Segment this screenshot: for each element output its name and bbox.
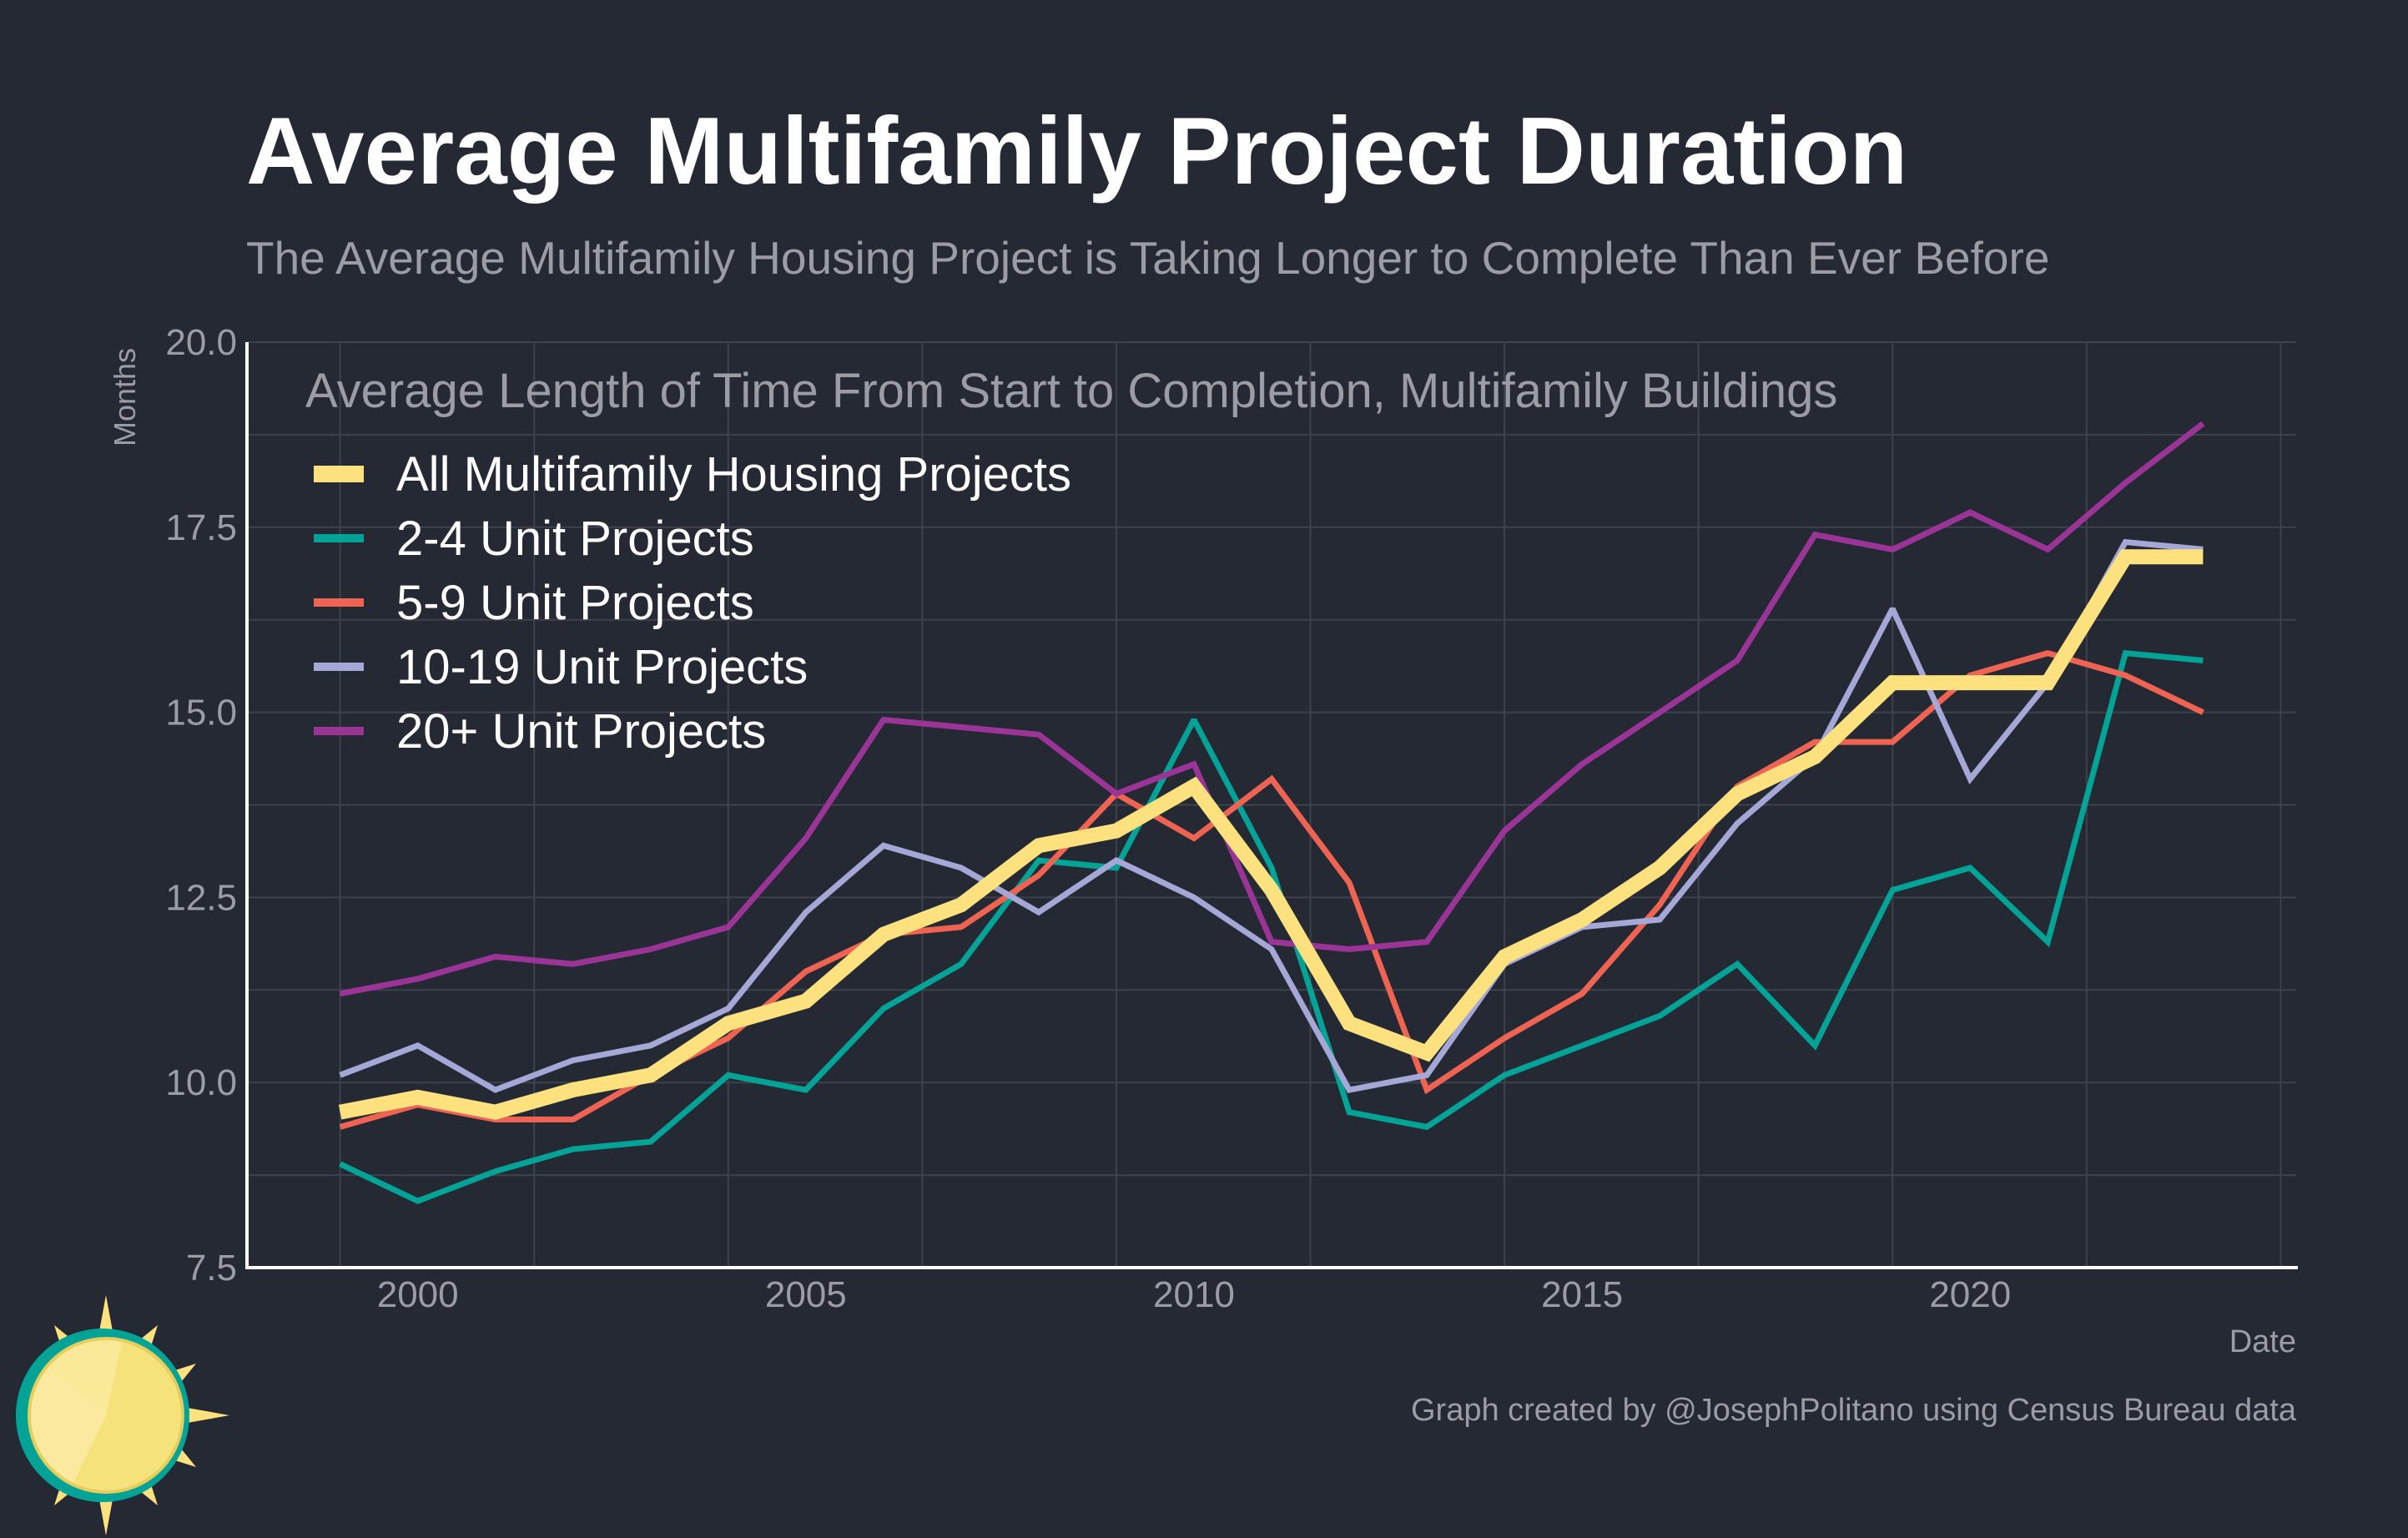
series-line-20-unit-projects <box>339 421 2205 997</box>
y-tick-label: 12.5 <box>165 877 237 918</box>
x-axis-label: Date <box>2229 1324 2296 1359</box>
y-tick-labels: 7.5 10.0 12.5 15.0 17.5 20.0 <box>165 322 237 1288</box>
x-tick-label: 2005 <box>765 1274 847 1315</box>
legend-label: 2-4 Unit Projects <box>396 512 754 566</box>
y-tick-label: 15.0 <box>165 693 237 734</box>
legend-label: 5-9 Unit Projects <box>396 576 754 630</box>
page-subtitle: The Average Multifamily Housing Project … <box>246 232 2049 284</box>
y-axis-label: Months <box>108 348 142 446</box>
y-tick-label: 20.0 <box>165 322 237 363</box>
credit-text: Graph created by @JosephPolitano using C… <box>1411 1393 2297 1428</box>
series-line-10-19-unit-projects <box>339 538 2204 1093</box>
x-tick-label: 2020 <box>1929 1274 2011 1315</box>
x-tick-labels: 2000 2005 2010 2015 2020 <box>377 1274 2011 1315</box>
legend-label: 10-19 Unit Projects <box>396 640 808 694</box>
page-title: Average Multifamily Project Duration <box>246 98 1907 204</box>
sun-logo <box>16 1295 229 1535</box>
series-line-all-multifamily-housing-projects <box>338 549 2204 1120</box>
y-tick-label: 17.5 <box>165 507 237 548</box>
y-tick-label: 7.5 <box>186 1248 237 1288</box>
series-line-2-4-unit-projects <box>339 649 2204 1204</box>
chart-inner-title: Average Length of Time From Start to Com… <box>305 364 1837 418</box>
series-lines <box>338 421 2205 1204</box>
x-tick-label: 2000 <box>377 1274 459 1315</box>
y-tick-label: 10.0 <box>165 1062 237 1103</box>
grid <box>247 341 2296 1268</box>
legend-label: All Multifamily Housing Projects <box>396 447 1071 502</box>
x-tick-label: 2015 <box>1541 1274 1623 1315</box>
legend: All Multifamily Housing Projects 2-4 Unit… <box>314 447 1071 759</box>
x-tick-label: 2010 <box>1153 1274 1235 1315</box>
legend-label: 20+ Unit Projects <box>396 704 766 759</box>
